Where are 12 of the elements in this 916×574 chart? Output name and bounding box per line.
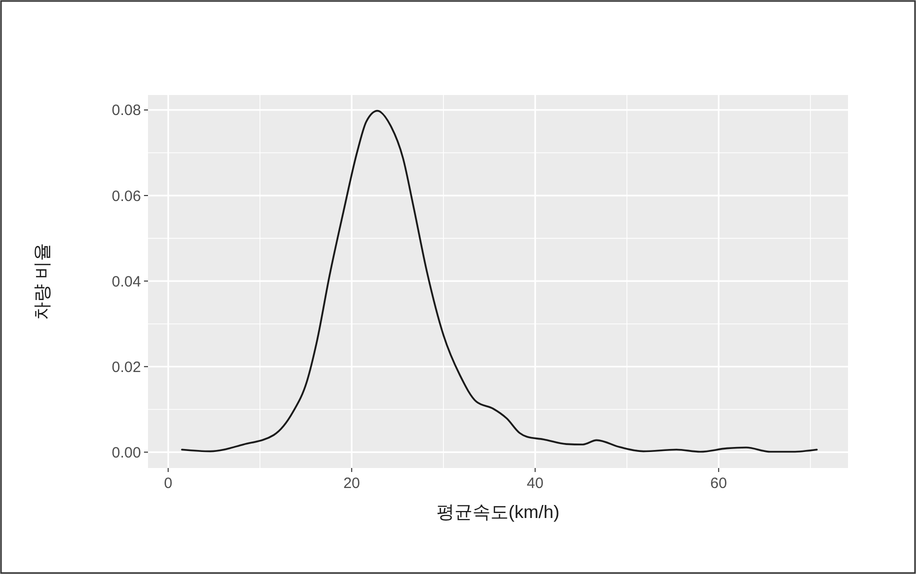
x-tick-label: 20 — [343, 475, 360, 492]
line-series — [181, 110, 818, 453]
y-tick-label: 0.00 — [112, 444, 141, 462]
y-tick-label: 0.04 — [112, 273, 141, 290]
y-tick-label: 0.08 — [112, 102, 141, 120]
x-axis-title: 평균속도(km/h) — [436, 502, 560, 522]
x-tick-label: 40 — [526, 475, 544, 492]
x-tick-label: 0 — [164, 475, 172, 492]
y-axis-title: 차량 비율 — [32, 242, 52, 320]
x-tick-label: 60 — [710, 475, 727, 492]
y-tick-label: 0.02 — [112, 358, 141, 376]
y-tick-label: 0.06 — [112, 188, 141, 205]
